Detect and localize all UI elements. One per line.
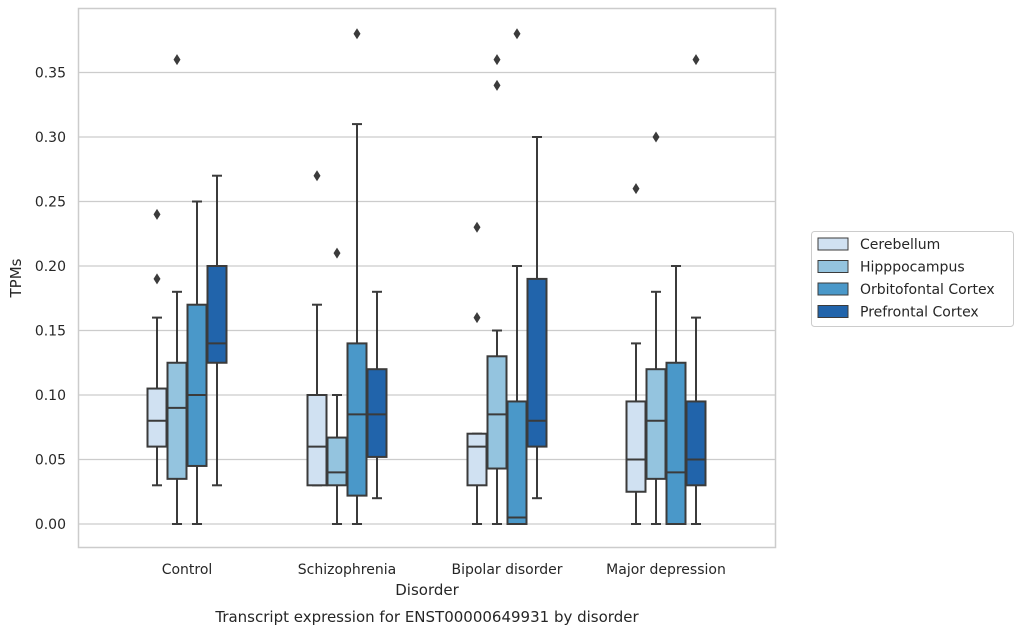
- box-body: [526, 277, 548, 448]
- legend: Cerebellum Hipppocampus Orbitofontal Corte…: [811, 231, 1014, 327]
- legend-swatch: [817, 282, 849, 296]
- figure-caption: Transcript expression for ENST0000064993…: [214, 608, 639, 626]
- outlier-point: [652, 131, 660, 143]
- y-tick-label: 0.25: [35, 195, 66, 211]
- plot-frame: [77, 7, 777, 549]
- x-axis-label: Disorder: [395, 581, 459, 599]
- box-body: [166, 361, 188, 480]
- box-cerebellum: [146, 208, 168, 487]
- box-cerebellum: [306, 170, 328, 487]
- x-tick-label: Major depression: [606, 562, 726, 578]
- y-tick-label: 0.00: [35, 517, 66, 533]
- box-body: [366, 368, 388, 458]
- box-hipppocampus: [166, 54, 188, 525]
- box-orbitofontal-cortex: [665, 265, 687, 525]
- legend-swatch: [817, 260, 849, 273]
- legend-frame: [811, 231, 1014, 327]
- box-body: [685, 400, 707, 487]
- legend-label: Orbitofontal Cortex: [860, 282, 995, 298]
- box-body: [486, 355, 508, 470]
- outlier-point: [153, 273, 161, 285]
- box-orbitofontal-cortex: [186, 200, 208, 525]
- x-tick-labels: Control Schizophrenia Bipolar disorder Majo…: [162, 562, 726, 578]
- outlier-point: [313, 170, 321, 182]
- legend-label: Hipppocampus: [860, 260, 965, 276]
- outlier-point: [493, 54, 501, 66]
- box-body: [186, 303, 208, 467]
- box-body: [645, 368, 667, 480]
- box-body: [346, 342, 368, 497]
- box-body: [326, 436, 348, 487]
- legend-items: Cerebellum Hipppocampus Orbitofontal Corte…: [817, 237, 995, 321]
- y-tick-label: 0.30: [35, 130, 66, 146]
- x-tick-label: Schizophrenia: [298, 562, 396, 578]
- y-tick-labels: 0.00 0.05 0.10 0.15 0.20 0.25 0.30 0.35: [35, 66, 66, 534]
- legend-label: Cerebellum: [860, 237, 940, 253]
- outlier-point: [473, 221, 481, 233]
- y-tick-label: 0.05: [35, 453, 66, 469]
- y-tick-label: 0.15: [35, 324, 66, 340]
- y-tick-label: 0.20: [35, 259, 66, 275]
- legend-swatch: [817, 305, 849, 318]
- box-body: [206, 265, 228, 364]
- box-body: [506, 400, 528, 526]
- legend-swatch: [817, 237, 849, 251]
- outlier-point: [513, 28, 521, 40]
- outlier-point: [353, 28, 361, 40]
- x-tick-label: Bipolar disorder: [451, 562, 562, 578]
- outlier-point: [153, 208, 161, 220]
- box-prefrontal-cortex: [206, 174, 228, 487]
- outlier-point: [632, 183, 640, 195]
- box-prefrontal-cortex: [685, 54, 707, 525]
- box-prefrontal-cortex: [366, 290, 388, 500]
- box-cerebellum: [466, 221, 488, 525]
- box-hipppocampus: [486, 54, 508, 525]
- outlier-point: [692, 54, 700, 66]
- legend-label: Prefrontal Cortex: [860, 305, 979, 321]
- box-hipppocampus: [645, 131, 667, 525]
- outlier-point: [473, 312, 481, 324]
- box-body: [306, 394, 328, 487]
- outlier-point: [173, 54, 181, 66]
- outlier-point: [493, 79, 501, 91]
- box-hipppocampus: [326, 247, 348, 525]
- box-body: [146, 387, 168, 448]
- box-body: [665, 361, 687, 525]
- y-tick-label: 0.35: [35, 66, 66, 82]
- box-body: [625, 400, 647, 493]
- box-orbitofontal-cortex: [506, 28, 528, 526]
- box-plot-marks: [146, 28, 707, 526]
- y-tick-label: 0.10: [35, 388, 66, 404]
- box-body: [466, 432, 488, 487]
- x-tick-label: Control: [162, 562, 213, 578]
- y-axis-label: TPMs: [7, 258, 25, 298]
- box-orbitofontal-cortex: [346, 28, 368, 525]
- outlier-point: [333, 247, 341, 259]
- box-prefrontal-cortex: [526, 136, 548, 500]
